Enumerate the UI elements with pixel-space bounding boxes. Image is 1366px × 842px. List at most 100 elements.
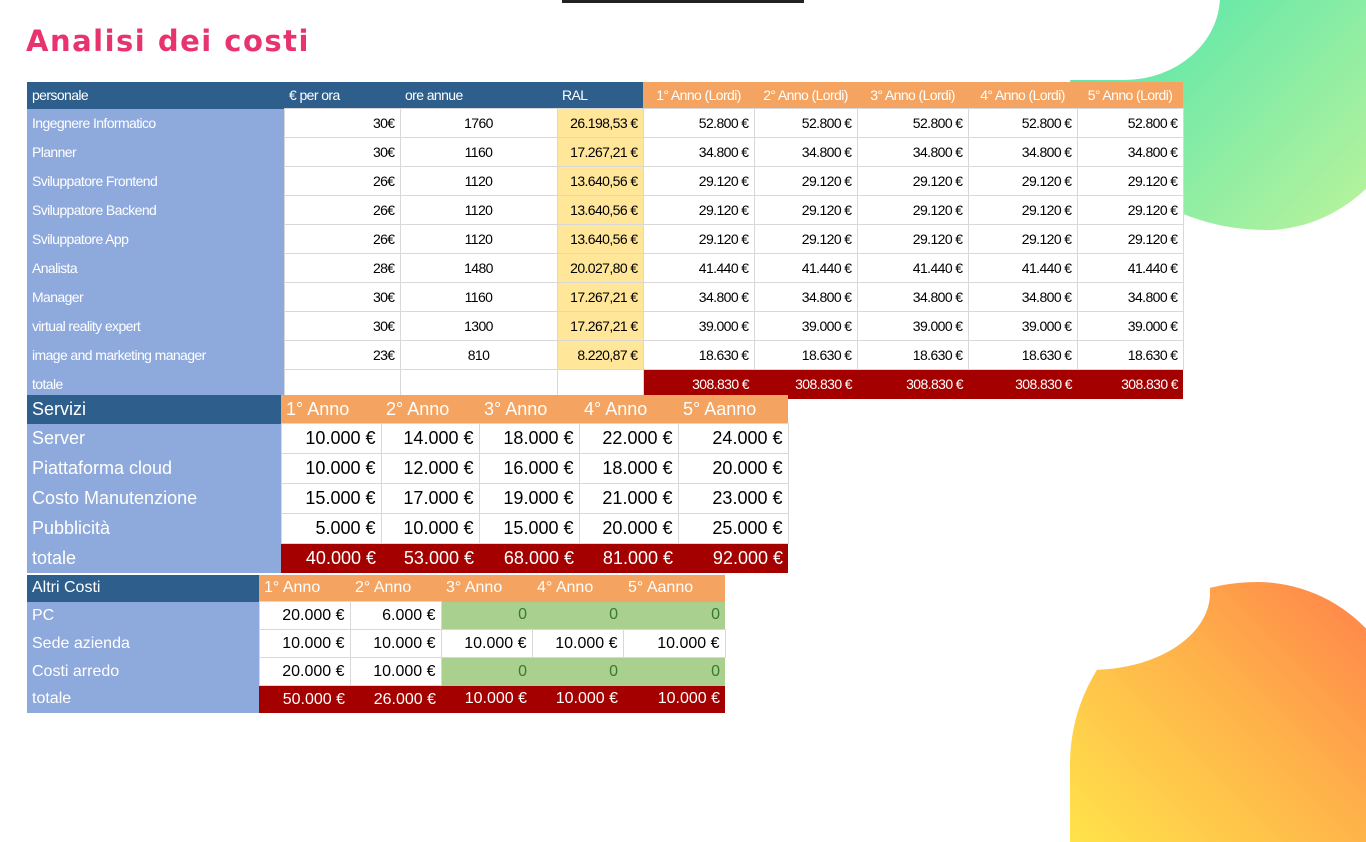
row-label: Planner xyxy=(27,137,284,167)
value-cell: 18.000 € xyxy=(478,423,580,454)
empty-cell xyxy=(283,369,401,399)
year-cell: 29.120 € xyxy=(856,195,969,225)
row-label: Analista xyxy=(27,253,284,283)
column-header: 2° Anno xyxy=(350,575,441,602)
row-label: Ingegnere Informatico xyxy=(27,108,284,138)
table-row: PC 20.000 €6.000 €0 0 0 xyxy=(27,601,725,630)
column-header: ore annue xyxy=(400,82,557,109)
value-cell: 18.000 € xyxy=(578,453,679,484)
top-divider-bar xyxy=(562,0,804,3)
value-cell: 23.000 € xyxy=(677,483,789,514)
table-row: Sviluppatore Frontend 26€ 1120 13.640,56 €2… xyxy=(27,166,1184,196)
year-cell: 29.120 € xyxy=(856,224,969,254)
value-cell: 0 xyxy=(441,601,532,630)
year-cell: 34.800 € xyxy=(753,137,858,167)
rate-cell: 30€ xyxy=(283,311,401,341)
row-label: Sviluppatore Backend xyxy=(27,195,284,225)
table-header-row: Servizi 1° Anno 2° Anno 3° Anno 4° Anno 5° Aa… xyxy=(27,395,788,424)
ral-cell: 8.220,87 € xyxy=(556,340,644,370)
table-row: Pubblicità 5.000 €10.000 €15.000 €20.000 … xyxy=(27,513,789,544)
value-cell: 10.000 € xyxy=(531,629,624,658)
value-cell: 0 xyxy=(532,601,623,630)
row-label: virtual reality expert xyxy=(27,311,284,341)
row-label: Pubblicità xyxy=(27,513,281,544)
value-cell: 14.000 € xyxy=(380,423,480,454)
total-row: totale 40.000 €53.000 €68.000 €81.000 €92… xyxy=(27,543,788,573)
table-header-row: personale € per ora ore annue RAL 1° Anno (L… xyxy=(27,82,1183,109)
value-cell: 21.000 € xyxy=(578,483,679,514)
year-cell: 34.800 € xyxy=(1076,137,1184,167)
rate-cell: 26€ xyxy=(283,224,401,254)
year-cell: 39.000 € xyxy=(642,311,755,341)
table-row: virtual reality expert 30€ 1300 17.267,21 €… xyxy=(27,311,1184,341)
year-cell: 29.120 € xyxy=(1076,195,1184,225)
total-label: totale xyxy=(27,543,281,573)
table-row: Manager 30€ 1160 17.267,21 €34.800 €34.800 … xyxy=(27,282,1184,312)
table-row: image and marketing manager 23€ 810 8.220,8… xyxy=(27,340,1184,370)
value-cell: 15.000 € xyxy=(478,513,580,544)
total-row: totale 50.000 €26.000 €10.000 €10.000 €10… xyxy=(27,685,725,713)
table-row: Sviluppatore App 26€ 1120 13.640,56 €29.120… xyxy=(27,224,1184,254)
table-header-row: Altri Costi 1° Anno 2° Anno 3° Anno 4° Anno 5… xyxy=(27,575,725,602)
personale-table: personale € per ora ore annue RAL 1° Anno (L… xyxy=(27,82,1184,399)
column-header: 5° Aanno xyxy=(678,395,788,424)
column-header: 5° Anno (Lordi) xyxy=(1077,82,1183,109)
total-cell: 10.000 € xyxy=(441,685,532,713)
table-row: Ingegnere Informatico 30€ 1760 26.198,53 €5… xyxy=(27,108,1184,138)
year-cell: 52.800 € xyxy=(856,108,969,138)
year-cell: 29.120 € xyxy=(753,166,858,196)
table-row: Costo Manutenzione 15.000 €17.000 €19.000… xyxy=(27,483,789,514)
column-header: Servizi xyxy=(27,395,281,424)
value-cell: 19.000 € xyxy=(478,483,580,514)
year-cell: 34.800 € xyxy=(967,137,1078,167)
value-cell: 10.000 € xyxy=(258,629,351,658)
year-cell: 52.800 € xyxy=(642,108,755,138)
year-cell: 41.440 € xyxy=(642,253,755,283)
column-header: 3° Anno xyxy=(479,395,579,424)
row-label: Sviluppatore App xyxy=(27,224,284,254)
year-cell: 41.440 € xyxy=(967,253,1078,283)
year-cell: 41.440 € xyxy=(753,253,858,283)
total-cell: 50.000 € xyxy=(259,685,350,713)
ral-cell: 13.640,56 € xyxy=(556,224,644,254)
year-cell: 34.800 € xyxy=(967,282,1078,312)
rate-cell: 28€ xyxy=(283,253,401,283)
column-header: 3° Anno xyxy=(441,575,532,602)
year-cell: 18.630 € xyxy=(967,340,1078,370)
row-label: Manager xyxy=(27,282,284,312)
table-row: Sede azienda 10.000 €10.000 €10.000 €10.0… xyxy=(27,629,726,658)
total-cell: 26.000 € xyxy=(350,685,441,713)
total-cell: 81.000 € xyxy=(579,543,678,573)
year-cell: 29.120 € xyxy=(642,224,755,254)
value-cell: 22.000 € xyxy=(578,423,679,454)
table-row: Planner 30€ 1160 17.267,21 €34.800 €34.800 … xyxy=(27,137,1184,167)
hours-cell: 1760 xyxy=(399,108,558,138)
year-cell: 41.440 € xyxy=(856,253,969,283)
rate-cell: 30€ xyxy=(283,137,401,167)
year-cell: 29.120 € xyxy=(1076,166,1184,196)
rate-cell: 26€ xyxy=(283,166,401,196)
year-cell: 29.120 € xyxy=(967,195,1078,225)
table-row: Analista 28€ 1480 20.027,80 €41.440 €41.440… xyxy=(27,253,1184,283)
row-label: image and marketing manager xyxy=(27,340,284,370)
value-cell: 0 xyxy=(532,657,623,686)
value-cell: 24.000 € xyxy=(677,423,789,454)
rate-cell: 23€ xyxy=(283,340,401,370)
value-cell: 20.000 € xyxy=(578,513,679,544)
value-cell: 25.000 € xyxy=(677,513,789,544)
value-cell: 5.000 € xyxy=(280,513,382,544)
ral-cell: 13.640,56 € xyxy=(556,166,644,196)
column-header: 5° Aanno xyxy=(623,575,725,602)
year-cell: 39.000 € xyxy=(1076,311,1184,341)
value-cell: 6.000 € xyxy=(349,601,442,630)
value-cell: 10.000 € xyxy=(280,453,382,484)
hours-cell: 1160 xyxy=(399,282,558,312)
year-cell: 52.800 € xyxy=(753,108,858,138)
total-label: totale xyxy=(27,369,284,399)
column-header: € per ora xyxy=(284,82,400,109)
value-cell: 12.000 € xyxy=(380,453,480,484)
total-cell: 68.000 € xyxy=(479,543,579,573)
total-cell: 92.000 € xyxy=(678,543,788,573)
year-cell: 52.800 € xyxy=(1076,108,1184,138)
ral-cell: 13.640,56 € xyxy=(556,195,644,225)
